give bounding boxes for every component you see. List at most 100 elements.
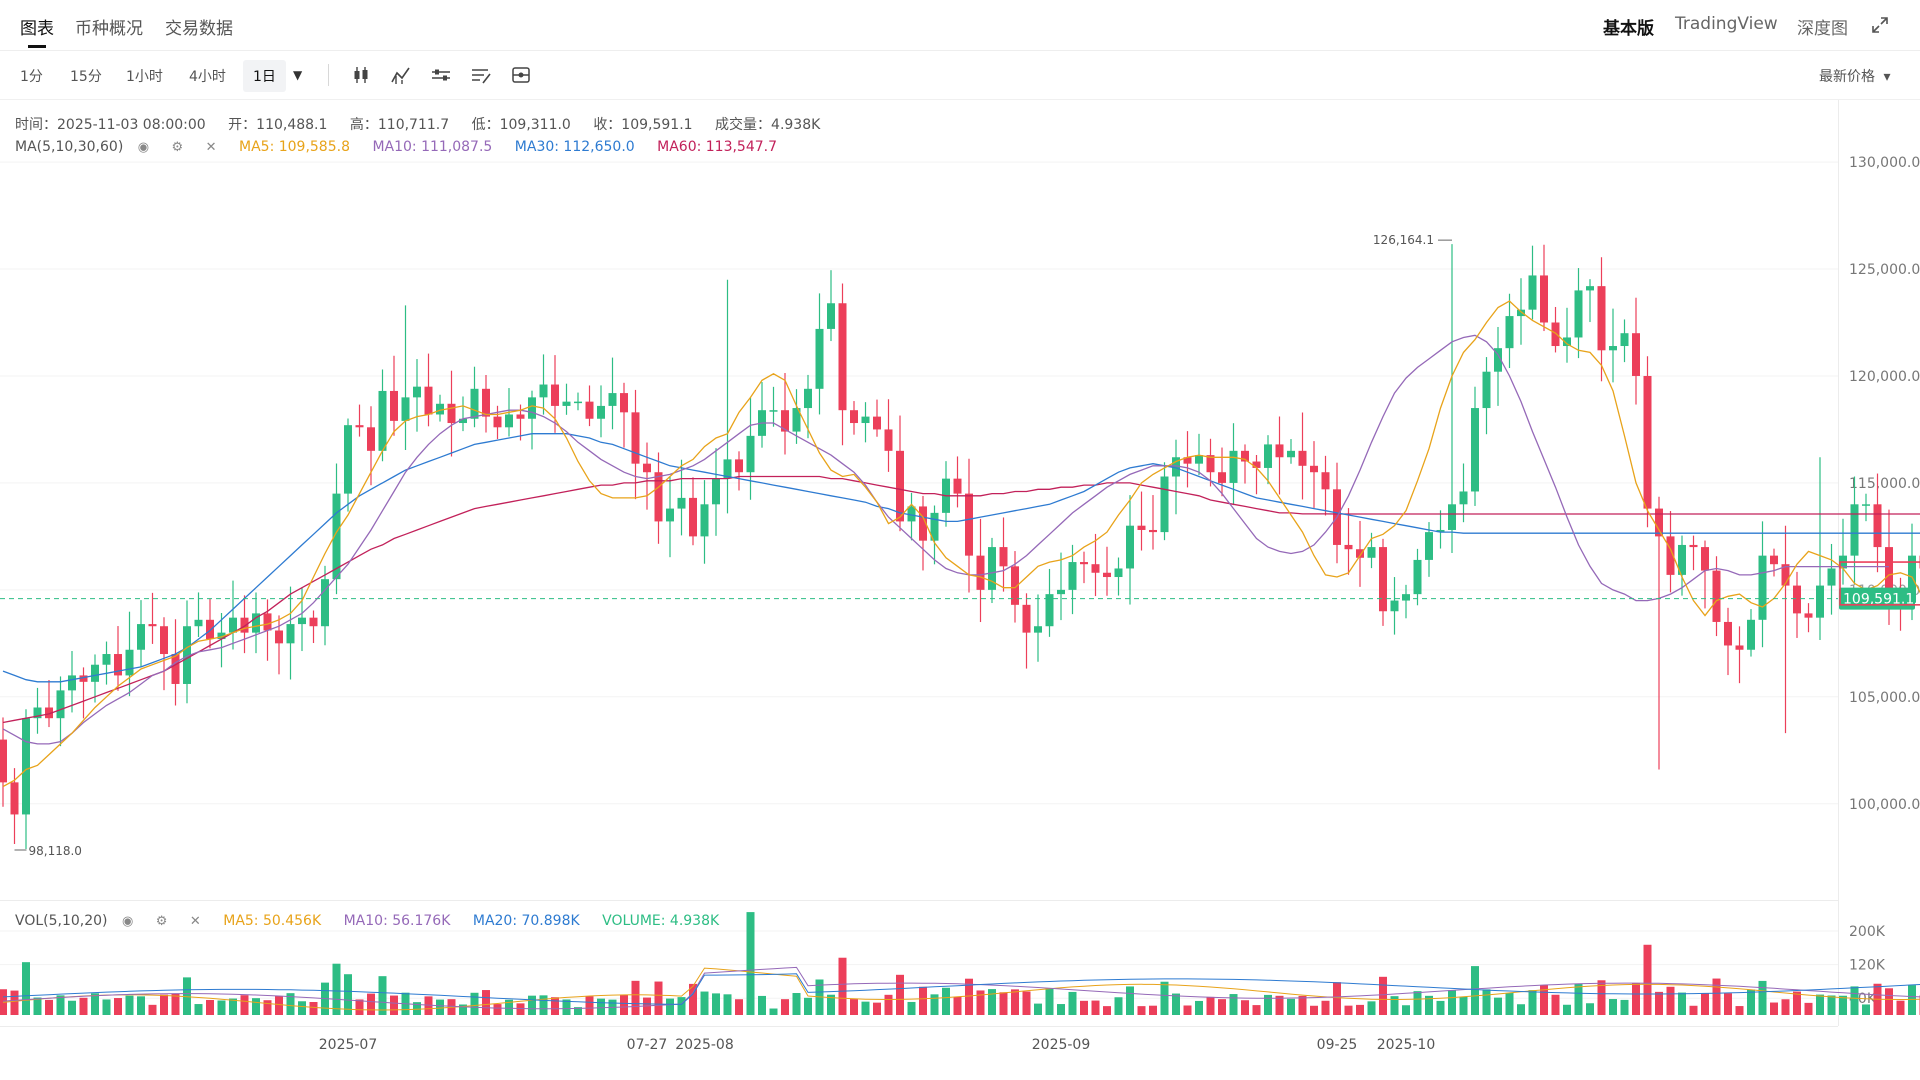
candle-body — [240, 617, 249, 633]
candle-body — [1425, 532, 1433, 560]
volume-bar — [1540, 985, 1548, 1015]
candle-body — [298, 617, 306, 625]
volume-bar — [1551, 994, 1560, 1015]
vol-close-icon[interactable]: ✕ — [189, 914, 201, 929]
vol-settings-icon[interactable]: ⚙ — [155, 914, 168, 929]
volume-bar — [1149, 1005, 1157, 1015]
volume-bar — [1241, 1000, 1249, 1015]
volume-bar — [999, 992, 1008, 1015]
candle-body — [574, 401, 582, 404]
candle-body — [470, 388, 479, 419]
candle-body — [1448, 504, 1456, 530]
volume-bar — [91, 993, 99, 1015]
volume-bar — [1597, 980, 1606, 1015]
candle-body — [367, 427, 375, 451]
tab-basic-version[interactable]: 基本版 — [1603, 19, 1654, 39]
volume-bar — [332, 963, 341, 1015]
volume-bar — [861, 1001, 870, 1015]
top-tab-bar: 图表 币种概况 交易数据 基本版 TradingView 深度图 — [0, 0, 1920, 51]
indicator-icon[interactable] — [390, 64, 412, 86]
candle-body — [1862, 504, 1870, 506]
price-axis-divider — [1838, 100, 1839, 1026]
tab-depth-chart[interactable]: 深度图 — [1797, 19, 1848, 39]
volume-bar — [919, 986, 927, 1015]
candle-body — [815, 328, 824, 389]
settings-sliders-icon[interactable] — [430, 64, 452, 86]
candle-body — [56, 690, 65, 719]
candle-body — [1068, 562, 1077, 590]
drawing-tools-icon[interactable] — [470, 64, 492, 86]
candle-body — [206, 619, 214, 640]
timeframe-4h[interactable]: 4小时 — [189, 69, 226, 85]
volume-bar — [286, 993, 295, 1015]
volume-bar — [137, 996, 145, 1015]
candle-body — [1482, 371, 1491, 409]
price-type-selector[interactable]: 最新价格 ▾ — [1819, 66, 1890, 86]
volume-bar — [229, 998, 237, 1015]
candle-body — [551, 384, 559, 406]
volume-bar — [263, 1000, 272, 1015]
volume-bar — [1655, 991, 1663, 1015]
ma60-value: MA60: 113,547.7 — [657, 139, 778, 155]
candle-body — [1436, 529, 1445, 533]
candle-body — [1643, 375, 1652, 509]
timeframe-1h[interactable]: 1小时 — [126, 69, 163, 85]
volume-bar — [1229, 994, 1238, 1015]
volume-bar — [1574, 983, 1583, 1015]
timeframe-1d[interactable]: 1日 — [243, 60, 286, 92]
candle-body — [1298, 450, 1307, 466]
volume-bar — [1114, 997, 1123, 1015]
volume-bar — [1068, 991, 1077, 1015]
candle-body — [1517, 309, 1525, 317]
eye-icon[interactable]: ◉ — [137, 140, 150, 155]
timeframe-1m[interactable]: 1分 — [20, 69, 43, 85]
volume-bar — [436, 999, 444, 1015]
expand-icon[interactable] — [1871, 16, 1889, 34]
compare-icon[interactable] — [510, 64, 532, 86]
candle-body — [965, 493, 973, 556]
settings-icon[interactable]: ⚙ — [171, 140, 184, 155]
candle-body — [482, 388, 490, 417]
volume-bar — [1839, 995, 1847, 1015]
candle-body — [562, 401, 571, 406]
candle-body — [1034, 626, 1042, 633]
volume-bar — [804, 997, 812, 1015]
candle-body — [919, 506, 927, 541]
candle-body — [1114, 568, 1123, 578]
volume-bar — [1816, 994, 1824, 1015]
candle-body — [827, 303, 835, 329]
volume-bar — [171, 993, 180, 1015]
candle-body — [1402, 594, 1410, 601]
timeframe-dropdown-arrow[interactable]: ▼ — [293, 68, 303, 82]
price-type-label: 最新价格 — [1819, 69, 1875, 85]
close-icon[interactable]: ✕ — [205, 140, 217, 155]
volume-bar — [1804, 1002, 1813, 1015]
tab-coin-overview[interactable]: 币种概况 — [75, 19, 143, 39]
candle-body — [1620, 333, 1629, 347]
volume-bar — [1080, 1000, 1088, 1015]
candle-body — [896, 450, 904, 522]
candle-body — [1252, 461, 1261, 468]
candle-body — [1666, 536, 1675, 575]
candle-body — [1172, 457, 1180, 477]
volume-bar — [884, 994, 893, 1015]
tab-tradingview[interactable]: TradingView — [1675, 14, 1778, 34]
tab-chart[interactable]: 图表 — [20, 19, 54, 39]
volume-bar — [1885, 988, 1893, 1015]
volume-bar — [1528, 990, 1537, 1015]
candle-type-icon[interactable] — [350, 64, 372, 86]
volume-bar — [1103, 1006, 1111, 1015]
volume-bar — [1770, 1002, 1778, 1015]
candle-body — [0, 739, 7, 783]
candle-body — [608, 393, 617, 406]
vol-eye-icon[interactable]: ◉ — [121, 914, 134, 929]
volume-bar — [217, 1000, 226, 1015]
tab-trading-data[interactable]: 交易数据 — [165, 19, 233, 39]
candle-body — [252, 613, 260, 633]
candle-body — [1816, 585, 1824, 618]
candle-body — [229, 617, 237, 633]
volume-bar — [1022, 991, 1031, 1015]
candlestick-chart[interactable]: 100,000.0 105,000.0 115,000.0 120,000.0 125,… — [0, 100, 1920, 1060]
high-marker-label: 126,164.1 — [1373, 233, 1434, 247]
timeframe-15m[interactable]: 15分 — [70, 69, 102, 85]
